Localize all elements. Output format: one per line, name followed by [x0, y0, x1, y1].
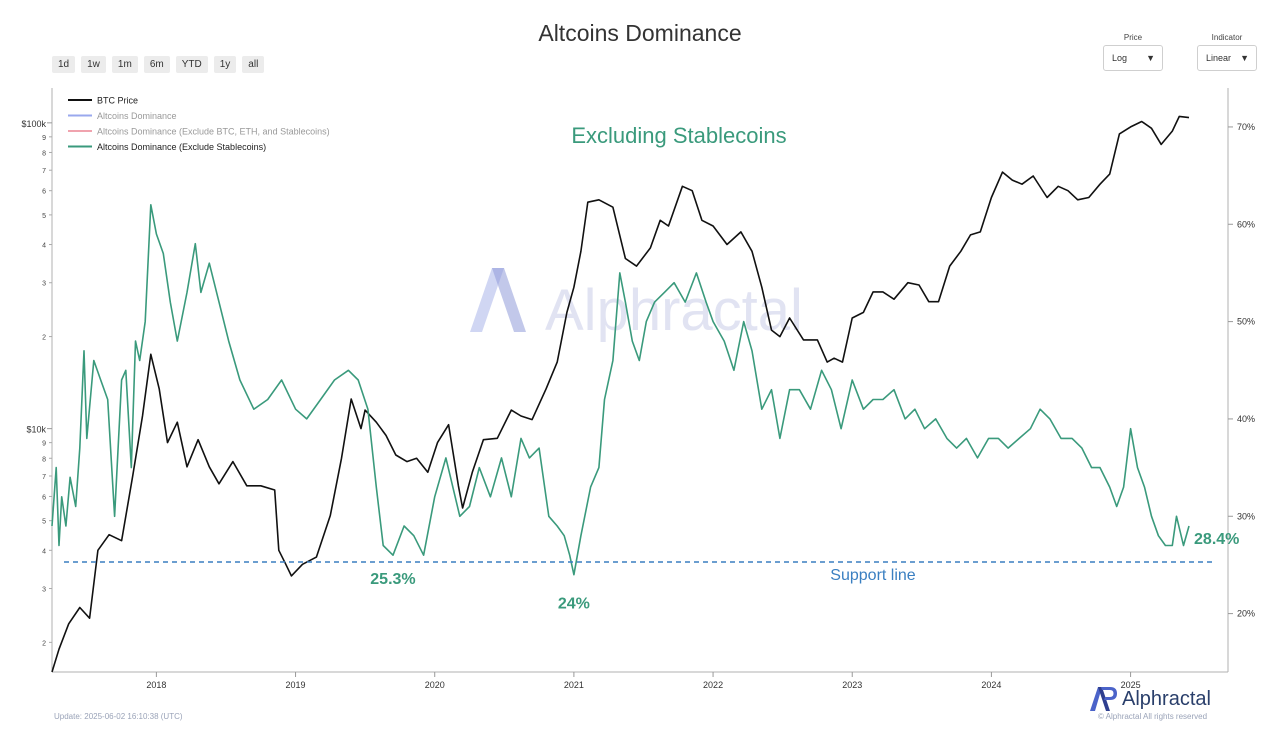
right-axis-tick-label: 60% [1237, 219, 1255, 229]
left-axis-tick-label: 7 [42, 474, 46, 481]
watermark-logo-icon [492, 268, 526, 332]
left-axis-tick-label: 3 [42, 281, 46, 288]
right-axis-tick-label: 20% [1237, 609, 1255, 619]
indicator-scale-value: Linear [1206, 53, 1232, 63]
left-axis-tick-label: 6 [42, 494, 46, 501]
left-axis-tick-label: 3 [42, 587, 46, 594]
range-button-all[interactable]: all [242, 56, 265, 73]
range-button-1d[interactable]: 1d [52, 56, 76, 73]
range-button-6m[interactable]: 6m [143, 56, 170, 73]
indicator-scale-dropdown[interactable]: Linear ▼ [1197, 45, 1257, 71]
legend-label: Altcoins Dominance (Exclude Stablecoins) [97, 142, 266, 152]
right-axis-tick-label: 30% [1237, 511, 1255, 521]
support-line-label: Support line [830, 567, 915, 584]
legend-label: Altcoins Dominance (Exclude BTC, ETH, an… [97, 127, 330, 137]
right-axis-tick-label: 50% [1237, 317, 1255, 327]
left-axis-tick-label: 4 [42, 548, 46, 555]
left-axis-tick-label: $10k [26, 425, 46, 435]
left-axis-tick-label: 8 [42, 456, 46, 463]
x-axis-tick-label: 2023 [842, 680, 862, 690]
left-axis-tick-label: 8 [42, 150, 46, 157]
series-line-btc-price [51, 115, 1190, 673]
range-button-1y[interactable]: 1y [213, 56, 237, 73]
left-axis-tick-label: 4 [42, 243, 46, 250]
brand-logo: Alphractal [1088, 686, 1211, 712]
price-scale-label: Price [1123, 33, 1143, 42]
left-axis-tick-label: 5 [42, 213, 46, 220]
chart-subtitle: Excluding Stablecoins [571, 123, 786, 148]
range-button-ytd[interactable]: YTD [175, 56, 208, 73]
range-button-1m[interactable]: 1m [111, 56, 138, 73]
annotation-label: 24% [558, 596, 590, 613]
x-axis-tick-label: 2021 [564, 680, 584, 690]
left-axis-tick-label: 5 [42, 519, 46, 526]
indicator-scale-control: Indicator Linear ▼ [1197, 33, 1257, 71]
annotation-label: 25.3% [370, 571, 415, 588]
brand-name: Alphractal [1122, 687, 1211, 710]
right-axis-tick-label: 40% [1237, 414, 1255, 424]
chevron-down-icon: ▼ [1240, 53, 1249, 63]
left-axis-tick-label: 2 [42, 335, 46, 342]
series-line-altcoins-dominance-exclude-stablecoins [51, 204, 1190, 576]
left-axis-tick-label: 2 [42, 640, 46, 647]
left-axis-tick-label: 6 [42, 189, 46, 196]
chart-title: Altcoins Dominance [538, 20, 742, 46]
time-range-selector: 1d 1w 1m 6m YTD 1y all [52, 56, 265, 73]
price-scale-control: Price Log ▼ [1103, 33, 1163, 71]
x-axis-tick-label: 2018 [146, 680, 166, 690]
x-axis-tick-label: 2024 [981, 680, 1001, 690]
legend-label: BTC Price [97, 96, 138, 106]
update-timestamp: Update: 2025-06-02 16:10:38 (UTC) [54, 712, 183, 721]
price-scale-dropdown[interactable]: Log ▼ [1103, 45, 1163, 71]
watermark-logo-icon [470, 268, 504, 332]
right-axis-tick-label: 70% [1237, 122, 1255, 132]
alphractal-logo-icon [1090, 687, 1117, 711]
copyright-text: © Alphractal All rights reserved [1098, 712, 1208, 721]
x-axis-tick-label: 2019 [286, 680, 306, 690]
indicator-scale-label: Indicator [1211, 33, 1243, 42]
x-axis-tick-label: 2022 [703, 680, 723, 690]
chevron-down-icon: ▼ [1146, 53, 1155, 63]
left-axis-tick-label: 7 [42, 168, 46, 175]
left-axis-tick-label: 9 [42, 135, 46, 142]
left-axis-tick-label: 9 [42, 441, 46, 448]
legend-label: Altcoins Dominance [97, 111, 177, 121]
price-scale-value: Log [1112, 53, 1128, 63]
left-axis-tick-label: $100k [21, 119, 46, 129]
range-button-1w[interactable]: 1w [81, 56, 106, 73]
annotation-label: 28.4% [1194, 531, 1239, 548]
watermark-text: Alphractal [545, 278, 803, 343]
x-axis-tick-label: 2020 [425, 680, 445, 690]
